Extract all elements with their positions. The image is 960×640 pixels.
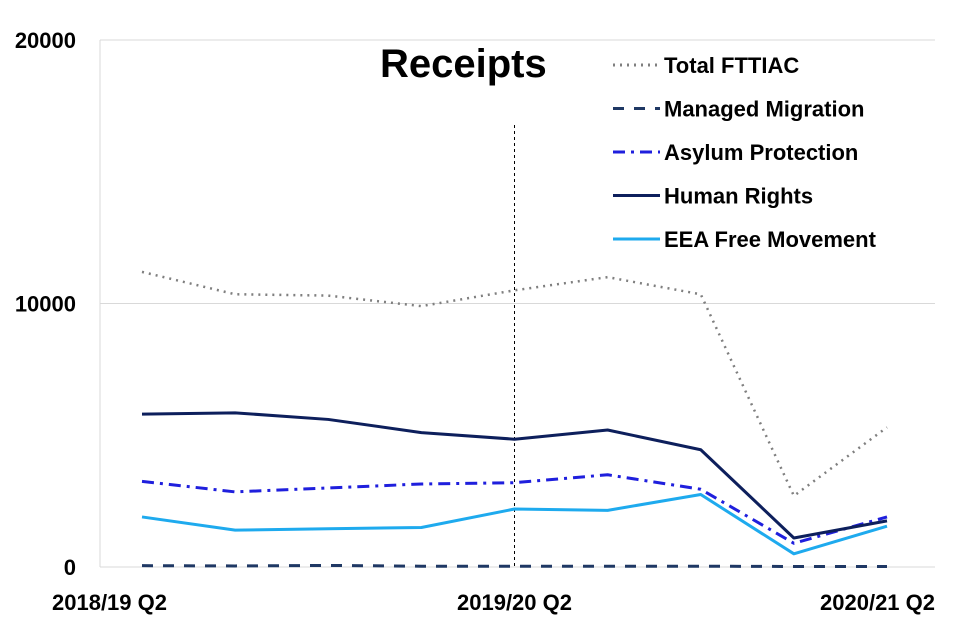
- x-tick-label: 2018/19 Q2: [52, 590, 167, 615]
- x-axis-ticks: 2018/19 Q2 2019/20 Q2 2020/21 Q2: [52, 590, 935, 615]
- legend-label-total-fttiac: Total FTTIAC: [664, 53, 799, 78]
- legend-label-managed-migration: Managed Migration: [664, 97, 864, 122]
- chart-title: Receipts: [380, 42, 547, 86]
- y-tick-label: 0: [64, 555, 76, 580]
- y-axis-ticks: 0 10000 20000: [15, 28, 76, 580]
- series-line-eea-free-movement: [141, 493, 888, 556]
- series-line-asylum-protection: [141, 473, 888, 545]
- series-line-human-rights: [141, 411, 888, 540]
- legend-label-human-rights: Human Rights: [664, 184, 813, 209]
- series-group: [141, 270, 888, 568]
- x-tick-label: 2020/21 Q2: [820, 590, 935, 615]
- y-tick-label: 20000: [15, 28, 76, 53]
- x-tick-label: 2019/20 Q2: [457, 590, 572, 615]
- y-tick-label: 10000: [15, 292, 76, 317]
- series-line-total-fttiac: [141, 270, 888, 498]
- legend: Total FTTIAC Managed Migration Asylum Prot…: [613, 53, 877, 252]
- legend-label-asylum-protection: Asylum Protection: [664, 140, 858, 165]
- legend-label-eea-free-movement: EEA Free Movement: [664, 227, 877, 252]
